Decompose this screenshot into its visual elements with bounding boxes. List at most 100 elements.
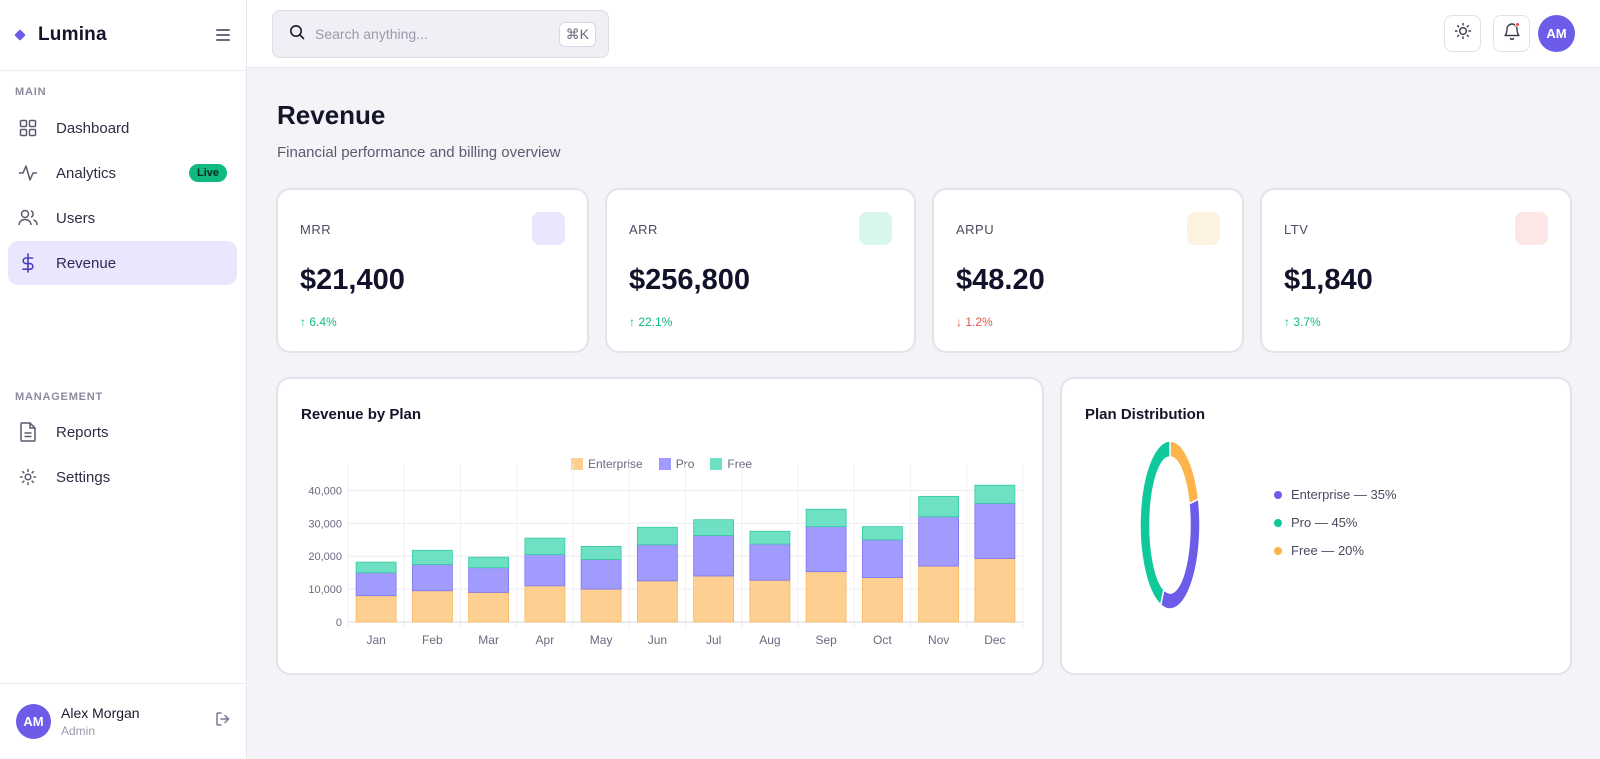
bar-free-mar[interactable] xyxy=(468,556,510,569)
sidebar-item-label: Analytics xyxy=(56,164,117,182)
avatar[interactable]: AM xyxy=(16,704,51,739)
y-tick-label: 0 xyxy=(336,617,342,629)
y-tick-label: 10,000 xyxy=(308,584,342,596)
users-icon xyxy=(18,208,38,228)
kpi-card-mrr: MRR $21,400 ↑ 6.4% xyxy=(276,188,589,353)
bar-free-aug[interactable] xyxy=(749,530,791,545)
bar-free-jul[interactable] xyxy=(693,519,735,536)
sidebar-item-label: Settings xyxy=(56,468,111,486)
y-tick-label: 30,000 xyxy=(308,518,342,530)
bar-pro-aug[interactable] xyxy=(749,543,791,581)
bar-pro-mar[interactable] xyxy=(468,567,510,593)
bar-pro-jan[interactable] xyxy=(355,572,397,597)
bar-enterprise-jun[interactable] xyxy=(636,580,678,623)
file-text-icon xyxy=(18,422,38,442)
sidebar-item-reports[interactable]: Reports xyxy=(8,410,237,454)
bar-free-oct[interactable] xyxy=(861,526,903,541)
bar-pro-jun[interactable] xyxy=(636,544,678,582)
x-tick-label: Jul xyxy=(706,633,721,647)
bar-enterprise-sep[interactable] xyxy=(805,571,847,623)
bar-enterprise-feb[interactable] xyxy=(411,590,453,623)
x-tick-label: Oct xyxy=(873,633,892,647)
plan-distribution-card: Plan Distribution Enterprise — 35% Pro —… xyxy=(1060,377,1572,675)
sun-icon xyxy=(1454,22,1472,45)
sidebar-item-revenue[interactable]: Revenue xyxy=(8,241,237,285)
kpi-label: ARPU xyxy=(956,222,995,237)
sidebar-item-analytics[interactable]: Analytics Live xyxy=(8,151,237,195)
sidebar-item-label: Revenue xyxy=(56,254,117,272)
user-role: Admin xyxy=(61,724,96,738)
bar-pro-apr[interactable] xyxy=(524,554,566,587)
bar-enterprise-apr[interactable] xyxy=(524,585,566,623)
bar-enterprise-nov[interactable] xyxy=(918,565,960,623)
bar-free-dec[interactable] xyxy=(974,484,1016,504)
sidebar-item-label: Users xyxy=(56,209,96,227)
notifications-button[interactable] xyxy=(1493,15,1530,52)
legend-dot xyxy=(1274,518,1282,527)
pie-legend-item-enterprise: Enterprise — 35% xyxy=(1274,487,1397,502)
x-tick-label: Dec xyxy=(984,633,1005,647)
kpi-card-arr: ARR $256,800 ↑ 22.1% xyxy=(605,188,916,353)
sidebar-item-users[interactable]: Users xyxy=(8,196,237,240)
sidebar-item-settings[interactable]: Settings xyxy=(8,455,237,499)
chart-title: Revenue by Plan xyxy=(301,406,422,423)
kpi-change: ↑ 6.4% xyxy=(300,315,337,329)
theme-toggle-button[interactable] xyxy=(1444,15,1481,52)
legend-item-free[interactable]: Free xyxy=(710,457,752,471)
bar-free-feb[interactable] xyxy=(411,549,453,565)
bar-free-sep[interactable] xyxy=(805,508,847,528)
pie-legend-label: Free — 20% xyxy=(1291,543,1364,558)
logout-icon[interactable] xyxy=(215,711,231,732)
kpi-card-arpu: ARPU $48.20 ↓ 1.2% xyxy=(932,188,1244,353)
bar-enterprise-jan[interactable] xyxy=(355,595,397,623)
x-tick-label: Jan xyxy=(366,633,385,647)
sidebar-item-label: Reports xyxy=(56,423,109,441)
bar-pro-nov[interactable] xyxy=(918,516,960,567)
bar-free-jan[interactable] xyxy=(355,561,397,574)
bar-enterprise-dec[interactable] xyxy=(974,558,1016,623)
legend-swatch xyxy=(658,458,671,470)
pie-legend-label: Pro — 45% xyxy=(1291,515,1358,530)
kpi-value: $256,800 xyxy=(629,264,750,296)
bar-enterprise-may[interactable] xyxy=(580,588,622,623)
donut-slice-enterprise[interactable] xyxy=(1159,497,1201,610)
section-label-management: MANAGEMENT xyxy=(15,391,104,403)
kpi-value: $48.20 xyxy=(956,264,1045,296)
bar-free-apr[interactable] xyxy=(524,537,566,555)
legend-swatch xyxy=(571,458,583,470)
bar-free-may[interactable] xyxy=(580,545,622,560)
bar-free-jun[interactable] xyxy=(636,526,678,546)
bar-pro-jul[interactable] xyxy=(693,535,735,577)
search-input[interactable] xyxy=(315,26,559,42)
pie-legend: Enterprise — 35% Pro — 45% Free — 20% xyxy=(1274,487,1397,571)
logo-diamond-icon xyxy=(14,29,26,41)
bar-enterprise-oct[interactable] xyxy=(861,577,903,623)
management-nav: Reports Settings xyxy=(8,410,237,500)
user-profile: AM Alex Morgan Admin xyxy=(0,683,247,759)
avatar[interactable]: AM xyxy=(1538,15,1575,52)
bar-pro-oct[interactable] xyxy=(861,539,903,578)
donut-slice-pro[interactable] xyxy=(1139,440,1171,607)
bar-pro-sep[interactable] xyxy=(805,526,847,573)
search-icon xyxy=(289,24,305,45)
bar-enterprise-jul[interactable] xyxy=(693,575,735,623)
sidebar-item-dashboard[interactable]: Dashboard xyxy=(8,106,237,150)
revenue-by-plan-card: Revenue by Plan Enterprise Pro Free 010,… xyxy=(276,377,1044,675)
bar-enterprise-mar[interactable] xyxy=(468,591,510,623)
x-tick-label: Mar xyxy=(478,633,499,647)
donut-slice-free[interactable] xyxy=(1169,440,1200,506)
bar-pro-feb[interactable] xyxy=(411,564,453,592)
user-name: Alex Morgan xyxy=(61,705,140,721)
kpi-label: MRR xyxy=(300,222,332,237)
bar-enterprise-aug[interactable] xyxy=(749,579,791,623)
x-tick-label: Jun xyxy=(648,633,667,647)
bar-free-nov[interactable] xyxy=(918,495,960,518)
bar-pro-may[interactable] xyxy=(580,559,622,590)
x-tick-label: Feb xyxy=(422,633,443,647)
menu-toggle-icon[interactable] xyxy=(216,29,230,41)
kpi-card-ltv: LTV $1,840 ↑ 3.7% xyxy=(1260,188,1572,353)
bar-pro-dec[interactable] xyxy=(974,502,1016,559)
shortcut-hint: ⌘K xyxy=(558,21,596,47)
search-box[interactable]: ⌘K xyxy=(272,10,609,58)
brand-name: Lumina xyxy=(38,24,107,45)
